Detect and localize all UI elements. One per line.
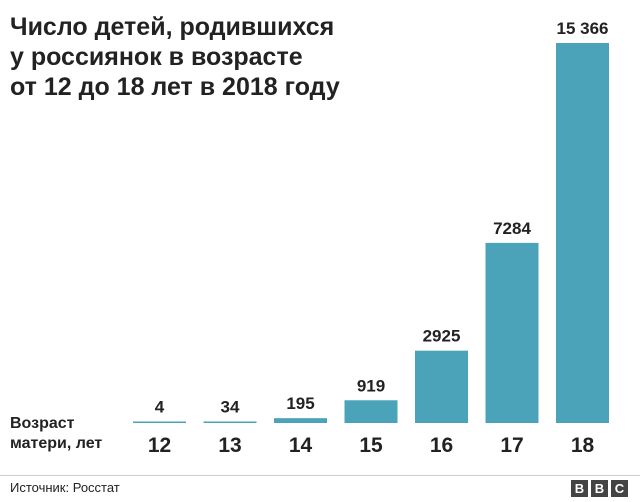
bbc-logo: B B C — [571, 480, 628, 497]
chart-title-line-2: у россиянок в возрасте — [10, 43, 303, 71]
tick-label-17: 17 — [500, 434, 523, 457]
bar-16 — [415, 350, 468, 423]
footer-divider — [0, 475, 640, 476]
chart-title: Число детей, родившихся у россиянок в во… — [10, 12, 430, 102]
x-axis-title-line-1: Возраст — [10, 415, 75, 432]
x-axis-title: Возраст матери, лет — [10, 414, 102, 454]
bar-17 — [485, 242, 539, 423]
bars-group — [133, 43, 609, 423]
value-label-14: 195 — [286, 394, 314, 413]
value-label-16: 2925 — [423, 327, 461, 346]
bar-14 — [274, 418, 327, 423]
bbc-logo-block-2: B — [591, 480, 608, 497]
tick-label-14: 14 — [289, 434, 313, 457]
value-label-18: 15 366 — [557, 19, 609, 38]
bbc-logo-block-3: C — [611, 480, 628, 497]
source-note: Источник: Росстат — [10, 480, 120, 495]
value-label-15: 919 — [357, 376, 385, 395]
tick-label-13: 13 — [218, 434, 241, 457]
tick-label-18: 18 — [571, 434, 595, 457]
bar-13 — [203, 421, 257, 423]
bar-12 — [133, 421, 186, 423]
tick-labels-group: 12 13 14 15 16 17 18 — [148, 434, 595, 457]
value-labels-group: 4 34 195 919 2925 7284 15 366 — [155, 19, 609, 417]
bar-chart: 4 34 195 919 2925 7284 15 366 12 13 14 15 16 17 18 — [133, 19, 609, 457]
chart-title-line-3: от 12 до 18 лет в 2018 году — [10, 73, 340, 101]
value-label-12: 4 — [155, 398, 165, 417]
bar-15 — [344, 400, 398, 423]
value-label-13: 34 — [221, 398, 240, 417]
bar-18 — [556, 43, 609, 423]
bbc-logo-block-1: B — [571, 480, 588, 497]
x-axis-title-line-2: матери, лет — [10, 435, 103, 452]
tick-label-12: 12 — [148, 434, 171, 457]
value-label-17: 7284 — [493, 219, 531, 238]
tick-label-15: 15 — [359, 434, 383, 457]
chart-title-line-1: Число детей, родившихся — [10, 13, 335, 41]
tick-label-16: 16 — [430, 434, 453, 457]
